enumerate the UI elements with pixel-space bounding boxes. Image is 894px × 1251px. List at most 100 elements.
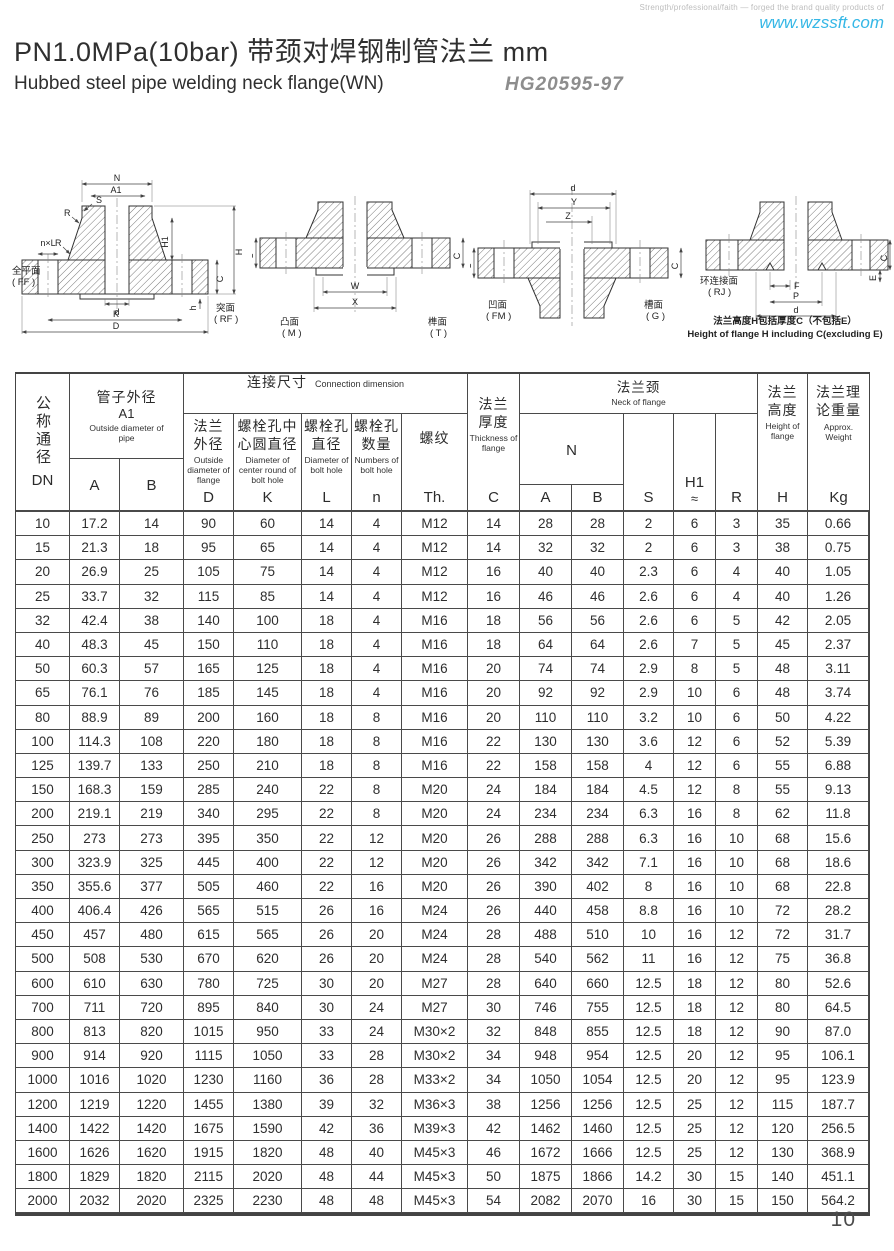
table-cell: 40 [520,560,572,585]
table-cell: 1672 [520,1140,572,1166]
table-cell: 200 [16,802,70,827]
table-cell: 52 [758,729,808,754]
table-cell: 562 [572,947,624,972]
table-cell: 12.5 [624,1019,674,1045]
table-cell: 68 [758,850,808,875]
dim-label-W: W [351,281,360,291]
table-cell: 2.05 [808,608,869,633]
table-cell: 395 [184,826,234,851]
table-cell: 50 [16,657,70,682]
table-cell: 368.9 [808,1140,869,1166]
table-cell: 8 [352,753,402,779]
table-cell: 755 [572,995,624,1020]
table-cell: 14 [120,512,184,537]
table-cell: 184 [520,778,572,803]
table-cell: 4 [352,584,402,609]
table-cell: 48 [302,1165,352,1190]
table-cell: 16 [674,899,716,924]
table-cell: 57 [120,657,184,682]
table-cell: 159 [120,778,184,803]
dim-label-R1: R [64,208,71,218]
face-label-rf-zh: 突面 [216,302,235,314]
table-cell: 8 [352,729,402,754]
table-cell: 2115 [184,1165,234,1190]
table-cell: 1875 [520,1165,572,1190]
table-cell: 22 [302,874,352,899]
table-cell: 15 [716,1189,758,1214]
table-cell: 12 [352,850,402,875]
table-cell: 14 [302,512,352,537]
table-cell: 32 [16,608,70,633]
table-cell: 406.4 [70,899,120,924]
page-subtitle: Hubbed steel pipe welding neck flange(WN… [14,73,384,94]
table-cell: 8 [716,778,758,803]
table-cell: 288 [572,826,624,851]
dim-label-Z: Z [565,211,571,221]
table-cell: 26 [302,923,352,948]
table-cell: 12 [716,1116,758,1141]
table-cell: 288 [520,826,572,851]
table-cell: 12 [716,923,758,948]
table-cell: 1866 [572,1165,624,1190]
table-cell: 105 [184,560,234,585]
table-cell: 44 [352,1165,402,1190]
face-label-rj-code: ( RJ ) [708,287,731,298]
table-cell: 6.3 [624,826,674,851]
table-cell: 780 [184,971,234,996]
table-cell: 16 [674,947,716,972]
table-cell: 210 [234,753,302,779]
header-neck-col-b: B [572,485,624,512]
table-cell: 184 [572,778,624,803]
table-cell: 1626 [70,1140,120,1166]
table-cell: 32 [572,536,624,561]
table-cell: M16 [402,705,468,730]
table-cell: 38 [120,608,184,633]
table-cell: 350 [234,826,302,851]
table-cell: M20 [402,850,468,875]
table-cell: 670 [184,947,234,972]
table-cell: 130 [520,729,572,754]
header-l-en: Diameter of bolt hole [304,455,349,476]
header-col-kg: 法兰理论重量 Approx. Weight Kg [808,374,869,512]
table-cell: 1160 [234,1068,302,1093]
table-cell: 74 [572,657,624,682]
table-cell: 1829 [70,1165,120,1190]
table-cell: 1600 [16,1140,70,1166]
table-cell: 6 [716,729,758,754]
table-cell: 85 [234,584,302,609]
table-cell: 28.2 [808,899,869,924]
table-cell: 14 [302,584,352,609]
table-cell: 2.9 [624,681,674,706]
table-cell: 89 [120,705,184,730]
table-cell: 1420 [120,1116,184,1141]
table-cell: 110 [520,705,572,730]
table-cell: 234 [572,802,624,827]
table-cell: 2082 [520,1189,572,1214]
table-cell: 42 [758,608,808,633]
diagram-rj-caption-zh: 法兰高度H包括厚度C（不包括E） [713,316,857,327]
table-cell: 45 [758,632,808,658]
table-cell: 2070 [572,1189,624,1214]
table-cell: 1020 [120,1068,184,1093]
table-cell: 1666 [572,1140,624,1166]
table-cell: 855 [572,1019,624,1045]
table-cell: 14.2 [624,1165,674,1190]
table-cell: 440 [520,899,572,924]
table-cell: 30 [302,971,352,996]
table-cell: 28 [352,1044,402,1069]
dim-label-C3-right: C [670,262,680,269]
table-cell: 1016 [70,1068,120,1093]
table-cell: 6 [716,753,758,779]
table-cell: 95 [758,1068,808,1093]
dim-label-A1: A1 [110,185,121,195]
header-pipe-od: 管子外径 A1 Outside diameter of pipe [70,374,184,459]
dim-label-C-right: C [452,252,462,259]
table-cell: 139.7 [70,753,120,779]
table-cell: 16 [674,874,716,899]
table-cell: 32 [520,536,572,561]
table-cell: 48.3 [70,632,120,658]
table-cell: 711 [70,995,120,1020]
table-cell: 28 [468,923,520,948]
table-cell: 22.8 [808,874,869,899]
